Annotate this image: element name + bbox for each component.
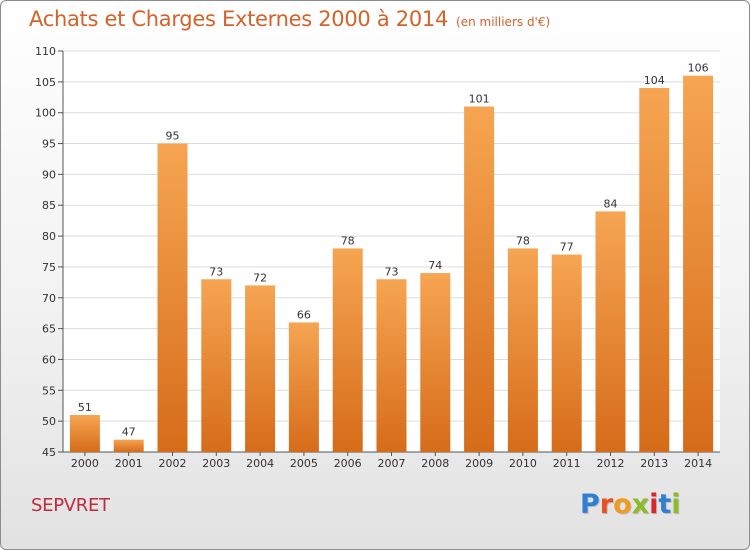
data-label: 78 (516, 234, 530, 247)
chart-title: Achats et Charges Externes 2000 à 2014 (e… (29, 7, 550, 31)
data-label: 73 (385, 265, 399, 278)
y-tick-label: 85 (42, 199, 56, 212)
x-tick-label: 2003 (202, 457, 230, 470)
data-label: 77 (560, 241, 574, 254)
x-tick-label: 2008 (421, 457, 449, 470)
y-tick-label: 110 (35, 45, 56, 58)
bar (507, 248, 538, 452)
data-label: 104 (644, 74, 665, 87)
y-tick-label: 80 (42, 230, 56, 243)
x-tick-label: 2001 (115, 457, 143, 470)
bar (551, 254, 582, 452)
bar (113, 439, 144, 452)
data-label: 106 (688, 62, 709, 75)
x-tick-label: 2010 (509, 457, 537, 470)
bar (683, 75, 714, 452)
x-tick-label: 2011 (553, 457, 581, 470)
x-tick-label: 2005 (290, 457, 318, 470)
bar (639, 88, 670, 452)
x-tick-label: 2012 (597, 457, 625, 470)
x-tick-label: 2009 (465, 457, 493, 470)
bar (245, 285, 276, 452)
y-tick-label: 55 (42, 384, 56, 397)
bar (332, 248, 363, 452)
commune-name: SEPVRET (31, 495, 110, 516)
bar (376, 279, 407, 452)
bar (201, 279, 232, 452)
proxiti-logo: Proxiti (580, 489, 681, 520)
logo-letter: t (658, 489, 672, 520)
y-tick-label: 70 (42, 292, 56, 305)
data-label: 47 (122, 426, 136, 439)
y-tick-label: 105 (35, 76, 56, 89)
bar (157, 143, 188, 453)
y-tick-label: 75 (42, 261, 56, 274)
bar (288, 322, 319, 452)
y-tick-label: 100 (35, 107, 56, 120)
data-label: 73 (209, 265, 223, 278)
logo-letter: i (649, 489, 659, 520)
logo-letter: r (599, 489, 614, 520)
x-tick-label: 2006 (334, 457, 362, 470)
x-tick-label: 2002 (159, 457, 187, 470)
y-tick-label: 50 (42, 415, 56, 428)
logo-letter: P (580, 489, 600, 520)
y-tick-label: 65 (42, 323, 56, 336)
bar-chart: 45 50 55 60 65 70 75 80 85 90 95 100 105 110 51 2000 47 2… (35, 45, 720, 470)
data-label: 74 (428, 259, 442, 272)
y-tick-label: 90 (42, 168, 56, 181)
bar (69, 414, 100, 452)
logo-letter: o (613, 489, 632, 520)
title-text: Achats et Charges Externes 2000 à 2014 (29, 7, 449, 31)
x-tick-label: 2013 (640, 457, 668, 470)
logo-letter: x (631, 489, 650, 520)
bar (595, 211, 626, 452)
y-tick-label: 45 (42, 446, 56, 459)
data-label: 66 (297, 308, 311, 321)
x-tick-label: 2000 (71, 457, 99, 470)
data-label: 84 (604, 197, 618, 210)
x-tick-label: 2014 (684, 457, 712, 470)
data-label: 51 (78, 401, 92, 414)
data-label: 95 (166, 130, 180, 143)
x-tick-label: 2007 (378, 457, 406, 470)
chart-subtitle: (en milliers d'€) (456, 15, 551, 29)
x-tick-label: 2004 (246, 457, 274, 470)
y-tick-label: 95 (42, 138, 56, 151)
data-label: 78 (341, 234, 355, 247)
bar (420, 273, 451, 452)
y-tick-label: 60 (42, 353, 56, 366)
logo-letter: i (671, 489, 681, 520)
data-label: 72 (253, 271, 267, 284)
data-label: 101 (469, 93, 490, 106)
bar (464, 106, 495, 453)
